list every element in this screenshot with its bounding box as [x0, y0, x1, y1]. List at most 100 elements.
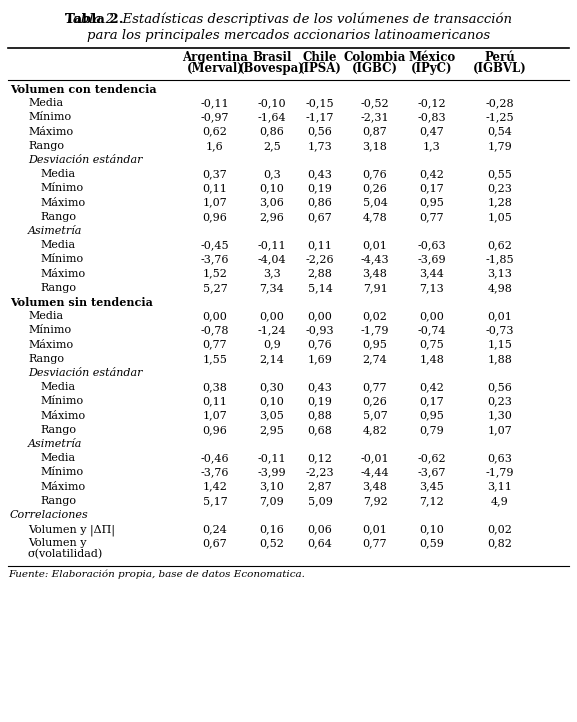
- Text: Máximo: Máximo: [28, 339, 73, 349]
- Text: 1,30: 1,30: [488, 411, 512, 421]
- Text: -0,45: -0,45: [201, 240, 229, 251]
- Text: 0,02: 0,02: [362, 311, 387, 321]
- Text: 0,01: 0,01: [488, 311, 512, 321]
- Text: 0,26: 0,26: [362, 183, 387, 193]
- Text: -0,78: -0,78: [201, 326, 229, 336]
- Text: 2,87: 2,87: [308, 482, 332, 492]
- Text: Desviación estándar: Desviación estándar: [28, 155, 143, 165]
- Text: 0,17: 0,17: [419, 183, 444, 193]
- Text: 3,3: 3,3: [263, 269, 281, 279]
- Text: -1,85: -1,85: [486, 254, 514, 264]
- Text: 2,96: 2,96: [260, 212, 284, 222]
- Text: 1,6: 1,6: [206, 141, 224, 151]
- Text: 3,48: 3,48: [362, 269, 387, 279]
- Text: -1,25: -1,25: [486, 113, 514, 123]
- Text: 0,37: 0,37: [203, 169, 227, 179]
- Text: Mínimo: Mínimo: [28, 113, 71, 123]
- Text: Rango: Rango: [40, 496, 76, 506]
- Text: 0,11: 0,11: [203, 183, 227, 193]
- Text: 0,96: 0,96: [203, 425, 227, 435]
- Text: 1,15: 1,15: [488, 339, 512, 349]
- Text: 0,62: 0,62: [203, 126, 227, 136]
- Text: Rango: Rango: [40, 212, 76, 222]
- Text: Media: Media: [28, 98, 63, 108]
- Text: (Bovespa): (Bovespa): [239, 62, 305, 75]
- Text: 1,79: 1,79: [488, 141, 512, 151]
- Text: 0,43: 0,43: [308, 169, 332, 179]
- Text: 7,91: 7,91: [362, 283, 387, 293]
- Text: Volumen con tendencia: Volumen con tendencia: [10, 84, 156, 95]
- Text: para los principales mercados accionarios latinoamericanos: para los principales mercados accionario…: [87, 29, 490, 42]
- Text: 2,5: 2,5: [263, 141, 281, 151]
- Text: -2,31: -2,31: [361, 113, 389, 123]
- Text: -0,93: -0,93: [306, 326, 334, 336]
- Text: 5,17: 5,17: [203, 496, 227, 506]
- Text: Media: Media: [40, 382, 75, 392]
- Text: -0,15: -0,15: [306, 98, 334, 108]
- Text: Desviación estándar: Desviación estándar: [28, 368, 143, 378]
- Text: Máximo: Máximo: [40, 198, 85, 208]
- Text: Mínimo: Mínimo: [40, 183, 83, 193]
- Text: 1,28: 1,28: [488, 198, 512, 208]
- Text: -1,24: -1,24: [258, 326, 286, 336]
- Text: Asimetría: Asimetría: [28, 439, 83, 449]
- Text: 0,54: 0,54: [488, 126, 512, 136]
- Text: -3,76: -3,76: [201, 467, 229, 477]
- Text: 0,01: 0,01: [362, 524, 387, 534]
- Text: 5,04: 5,04: [362, 198, 387, 208]
- Text: 0,38: 0,38: [203, 382, 227, 392]
- Text: 7,34: 7,34: [260, 283, 284, 293]
- Text: Volumen y |ΔΠ|: Volumen y |ΔΠ|: [28, 524, 115, 536]
- Text: 1,55: 1,55: [203, 354, 227, 364]
- Text: 0,77: 0,77: [419, 212, 444, 222]
- Text: 7,09: 7,09: [260, 496, 284, 506]
- Text: 0,67: 0,67: [203, 539, 227, 549]
- Text: 0,77: 0,77: [363, 382, 387, 392]
- Text: 1,69: 1,69: [308, 354, 332, 364]
- Text: 0,95: 0,95: [419, 198, 444, 208]
- Text: 5,09: 5,09: [308, 496, 332, 506]
- Text: 0,52: 0,52: [260, 539, 284, 549]
- Text: 4,82: 4,82: [362, 425, 387, 435]
- Text: -1,17: -1,17: [306, 113, 334, 123]
- Text: 0,17: 0,17: [419, 396, 444, 406]
- Text: 1,48: 1,48: [419, 354, 444, 364]
- Text: 0,62: 0,62: [488, 240, 512, 251]
- Text: -4,44: -4,44: [361, 467, 389, 477]
- Text: 0,95: 0,95: [362, 339, 387, 349]
- Text: Media: Media: [40, 169, 75, 179]
- Text: Mínimo: Mínimo: [40, 396, 83, 406]
- Text: Perú: Perú: [485, 51, 515, 64]
- Text: 0,3: 0,3: [263, 169, 281, 179]
- Text: 3,11: 3,11: [488, 482, 512, 492]
- Text: -0,12: -0,12: [418, 98, 447, 108]
- Text: 0,19: 0,19: [308, 396, 332, 406]
- Text: 0,9: 0,9: [263, 339, 281, 349]
- Text: 0,12: 0,12: [308, 453, 332, 464]
- Text: Máximo: Máximo: [40, 482, 85, 492]
- Text: 3,05: 3,05: [260, 411, 284, 421]
- Text: 3,06: 3,06: [260, 198, 284, 208]
- Text: 7,13: 7,13: [419, 283, 444, 293]
- Text: -0,83: -0,83: [418, 113, 447, 123]
- Text: 0,06: 0,06: [308, 524, 332, 534]
- Text: 3,13: 3,13: [488, 269, 512, 279]
- Text: -0,63: -0,63: [418, 240, 447, 251]
- Text: 0,68: 0,68: [308, 425, 332, 435]
- Text: 0,86: 0,86: [260, 126, 284, 136]
- Text: Colombia: Colombia: [344, 51, 406, 64]
- Text: 0,10: 0,10: [419, 524, 444, 534]
- Text: Fuente: Elaboración propia, base de datos Economatica.: Fuente: Elaboración propia, base de dato…: [8, 570, 305, 579]
- Text: -0,46: -0,46: [201, 453, 229, 464]
- Text: -0,10: -0,10: [258, 98, 286, 108]
- Text: 0,77: 0,77: [203, 339, 227, 349]
- Text: 5,07: 5,07: [362, 411, 387, 421]
- Text: Chile: Chile: [303, 51, 337, 64]
- Text: 0,55: 0,55: [488, 169, 512, 179]
- Text: Media: Media: [40, 240, 75, 251]
- Text: -0,74: -0,74: [418, 326, 446, 336]
- Text: 5,27: 5,27: [203, 283, 227, 293]
- Text: 4,9: 4,9: [491, 496, 509, 506]
- Text: Máximo: Máximo: [40, 269, 85, 279]
- Text: 0,42: 0,42: [419, 169, 444, 179]
